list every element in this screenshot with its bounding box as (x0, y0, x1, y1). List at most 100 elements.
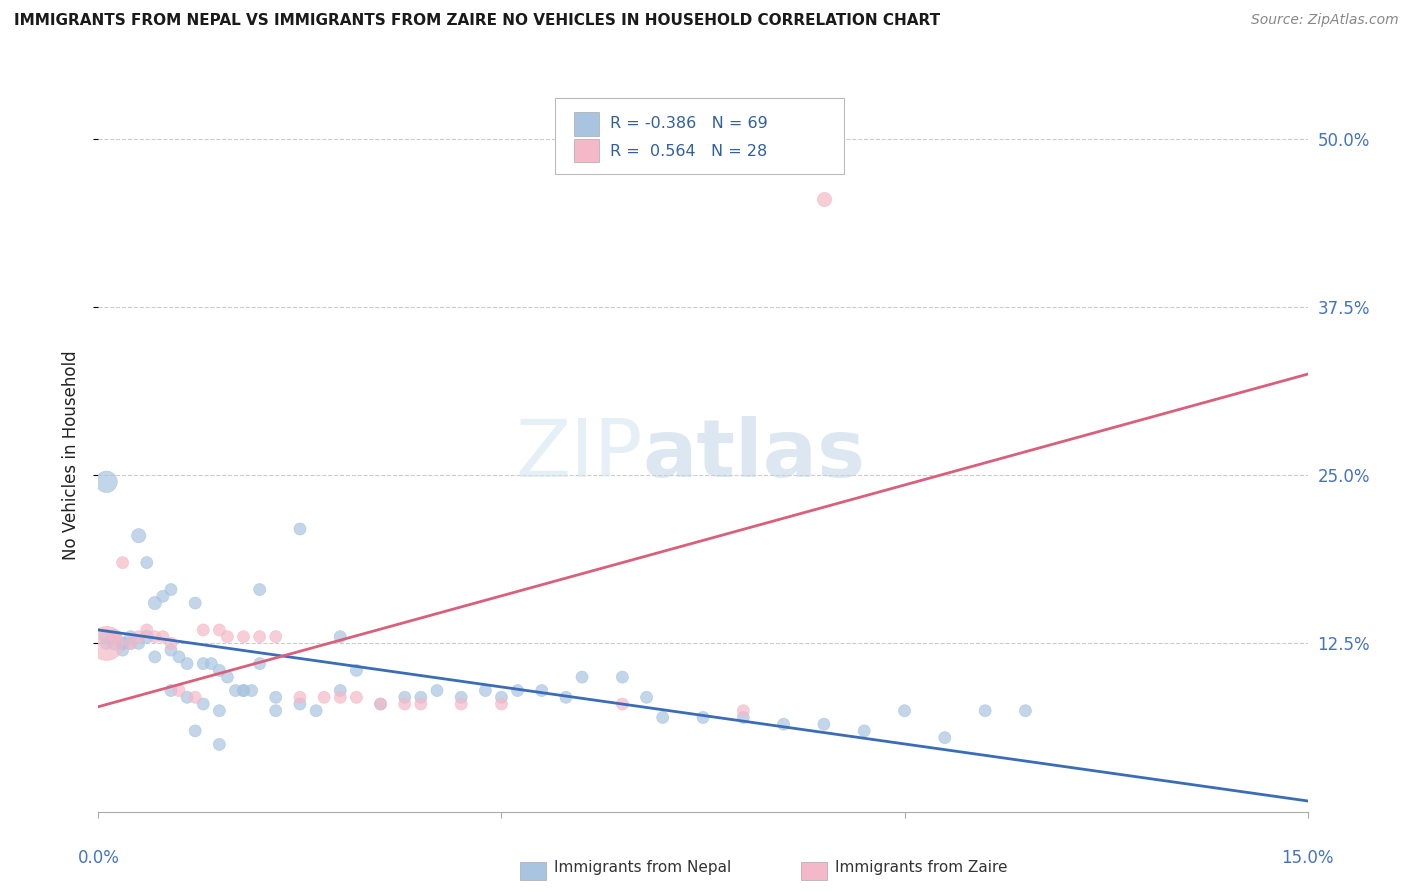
Point (491, 697, 513, 711)
Point (813, 192, 835, 206)
Point (344, 664, 367, 678)
Point (813, 717, 835, 731)
Point (264, 690, 287, 705)
Point (224, 683, 246, 698)
Point (288, 690, 311, 705)
Point (692, 710, 714, 724)
Point (314, 690, 336, 705)
Point (96, 630, 118, 644)
Point (249, 657, 271, 671)
Point (135, 623, 157, 637)
Point (1014, 704, 1036, 718)
Point (160, 683, 183, 698)
Point (491, 690, 513, 705)
Point (772, 717, 794, 731)
Point (167, 649, 190, 664)
Point (232, 683, 254, 698)
Text: Immigrants from Zaire: Immigrants from Zaire (835, 860, 1008, 874)
Point (200, 657, 222, 671)
Point (128, 630, 150, 644)
Point (394, 690, 416, 705)
Text: Immigrants from Nepal: Immigrants from Nepal (554, 860, 731, 874)
Point (103, 636, 125, 650)
Point (409, 690, 432, 705)
Point (160, 643, 183, 657)
Point (974, 704, 997, 718)
Point (893, 704, 915, 718)
Point (167, 683, 190, 698)
Point (329, 683, 352, 698)
Point (571, 670, 593, 684)
Text: atlas: atlas (643, 416, 866, 494)
Point (370, 697, 392, 711)
Point (506, 683, 529, 698)
Point (636, 690, 658, 705)
Point (232, 630, 254, 644)
Text: R = -0.386   N = 69: R = -0.386 N = 69 (610, 117, 768, 131)
Point (264, 630, 287, 644)
Point (264, 704, 287, 718)
Point (612, 670, 634, 684)
Point (208, 738, 231, 752)
Point (612, 697, 634, 711)
Point (288, 697, 311, 711)
Point (288, 522, 311, 536)
Point (96, 636, 118, 650)
Point (232, 683, 254, 698)
Point (370, 697, 392, 711)
Point (135, 630, 157, 644)
Point (240, 683, 263, 698)
Point (96, 475, 118, 489)
Point (143, 630, 166, 644)
Point (394, 697, 416, 711)
Point (111, 643, 134, 657)
Point (530, 683, 553, 698)
Text: ZIP: ZIP (515, 416, 643, 494)
Point (305, 704, 328, 718)
Point (344, 690, 367, 705)
Point (217, 670, 239, 684)
Point (128, 636, 150, 650)
Point (160, 636, 183, 650)
Point (208, 704, 231, 718)
Point (120, 636, 142, 650)
Point (450, 690, 472, 705)
Point (733, 710, 755, 724)
Point (152, 630, 174, 644)
Point (249, 582, 271, 597)
Point (120, 630, 142, 644)
Point (193, 697, 215, 711)
Point (733, 704, 755, 718)
Text: R =  0.564   N = 28: R = 0.564 N = 28 (610, 145, 768, 159)
Y-axis label: No Vehicles in Household: No Vehicles in Household (62, 350, 80, 560)
Point (111, 556, 134, 570)
Point (208, 664, 231, 678)
Text: Source: ZipAtlas.com: Source: ZipAtlas.com (1251, 13, 1399, 28)
Point (249, 630, 271, 644)
Point (474, 683, 496, 698)
Point (426, 683, 449, 698)
Text: IMMIGRANTS FROM NEPAL VS IMMIGRANTS FROM ZAIRE NO VEHICLES IN HOUSEHOLD CORRELAT: IMMIGRANTS FROM NEPAL VS IMMIGRANTS FROM… (14, 13, 941, 29)
Point (111, 636, 134, 650)
Point (143, 596, 166, 610)
Point (111, 636, 134, 650)
Point (193, 623, 215, 637)
Point (184, 723, 207, 738)
Point (128, 529, 150, 543)
Point (450, 697, 472, 711)
Point (96, 636, 118, 650)
Point (103, 630, 125, 644)
Point (934, 731, 956, 745)
Point (329, 690, 352, 705)
Point (208, 623, 231, 637)
Point (176, 690, 198, 705)
Point (135, 556, 157, 570)
Point (555, 690, 578, 705)
Point (651, 710, 673, 724)
Point (184, 596, 207, 610)
Point (329, 630, 352, 644)
Point (120, 636, 142, 650)
Point (193, 657, 215, 671)
Point (176, 657, 198, 671)
Point (184, 690, 207, 705)
